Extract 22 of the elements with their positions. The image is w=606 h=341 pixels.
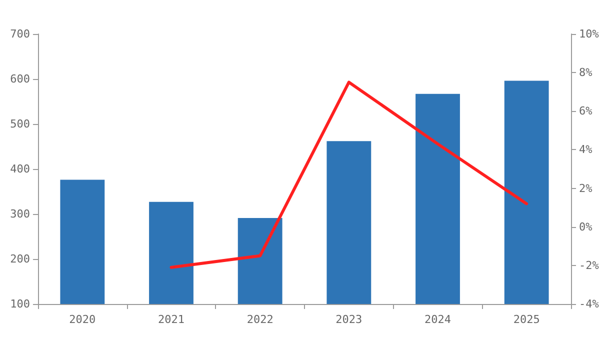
y2-tick-label: -2% [579,258,600,272]
line-series [170,80,528,269]
y-tick-label: 500 [10,118,30,130]
y2-tick-label: 4% [579,143,593,156]
y-tick-label: 600 [10,72,30,86]
x-tick-label: 2020 [69,313,96,326]
y2-tick-label: 2% [579,182,593,195]
y-tick-label: 100 [10,298,30,310]
x-tick-label: 2024 [424,313,452,326]
x-tick-label: 2025 [513,313,540,326]
y-tick-label: 300 [10,208,30,220]
y-tick-label: 700 [10,28,30,40]
x-tick-label: 2022 [246,313,274,326]
y2-tick-label: 6% [579,104,593,118]
y-tick-label: 400 [10,162,30,176]
x-tick-label: 2021 [158,313,184,326]
x-tick-label: 2023 [336,313,362,326]
y-tick-label: 200 [10,252,30,266]
y2-tick-label: 8% [579,66,593,80]
y2-tick-label: -4% [579,298,600,310]
y2-tick-label: 0% [579,220,593,234]
y2-tick-label: 10% [579,28,600,40]
